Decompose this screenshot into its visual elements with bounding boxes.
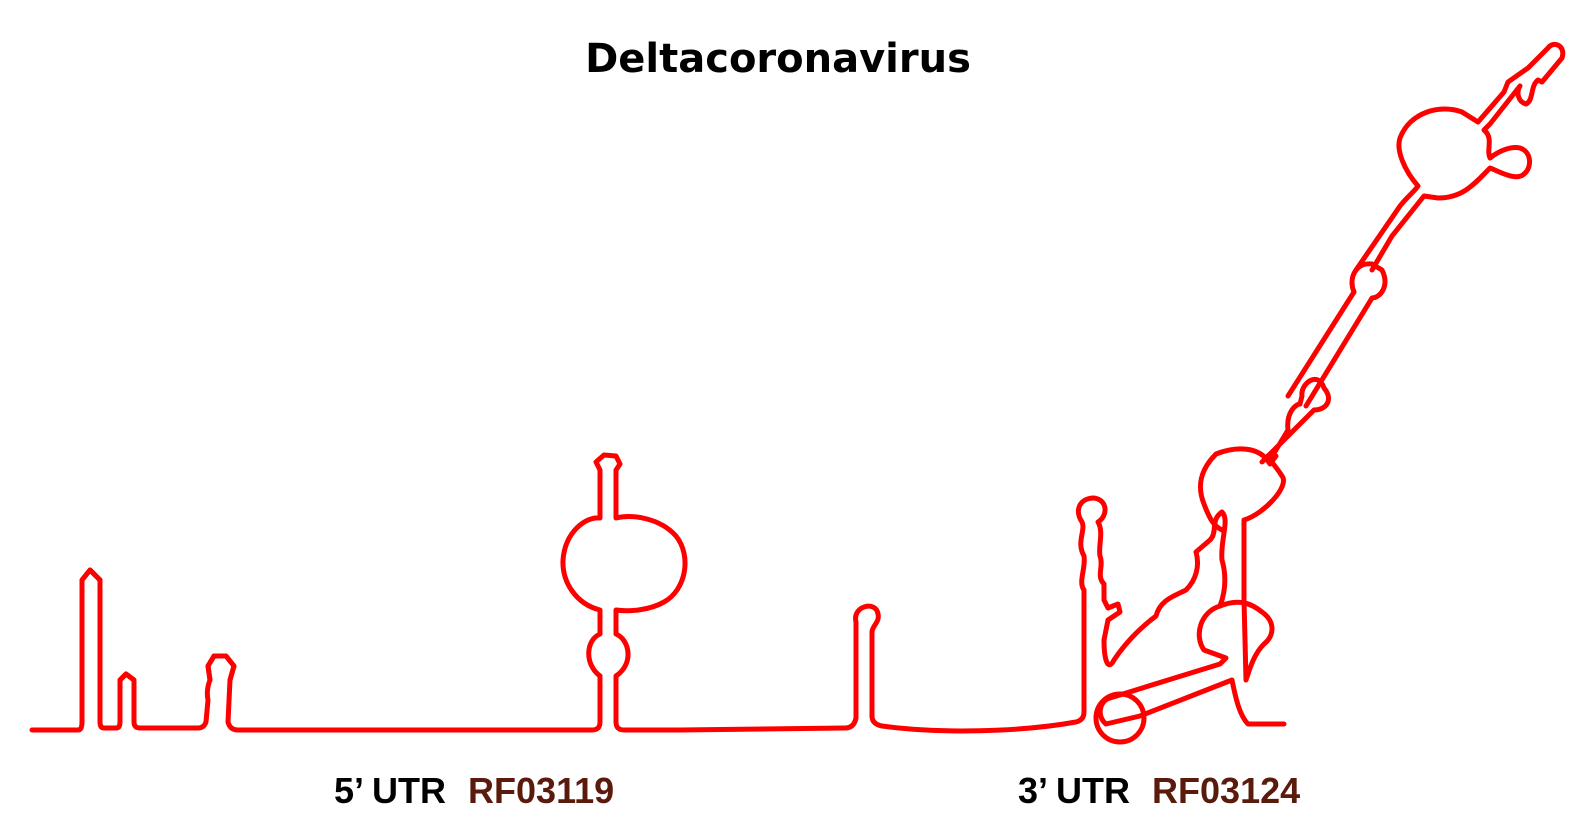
rfam-accession-link[interactable]: RF03124 bbox=[1152, 770, 1301, 811]
upper-stem-3 bbox=[1353, 41, 1566, 273]
utr-name: 5’ UTR bbox=[334, 770, 447, 811]
long-arm bbox=[1097, 603, 1287, 727]
backbone-mid bbox=[677, 587, 1087, 734]
hairpin-3utr-small bbox=[1076, 495, 1123, 643]
branch-arm bbox=[1101, 509, 1228, 668]
rfam-accession-link[interactable]: RF03119 bbox=[468, 770, 615, 811]
upper-stem-1 bbox=[1259, 376, 1331, 465]
stem-loop-1 bbox=[79, 567, 103, 583]
stem-loop-2 bbox=[117, 671, 137, 683]
hairpin-large bbox=[560, 452, 688, 733]
five-prime-utr-label: 5’ UTR RF03119 bbox=[334, 770, 614, 812]
three-prime-utr-label: 3’ UTR RF03124 bbox=[1018, 770, 1300, 812]
backbone-5utr bbox=[29, 567, 603, 733]
diagram-title: Deltacoronavirus bbox=[585, 36, 971, 82]
junction-loop bbox=[1093, 691, 1147, 745]
utr-name: 3’ UTR bbox=[1018, 770, 1131, 811]
stem-loop-3 bbox=[205, 653, 237, 683]
upper-stem-2 bbox=[1285, 261, 1388, 409]
multibranch-loop bbox=[1198, 446, 1286, 683]
